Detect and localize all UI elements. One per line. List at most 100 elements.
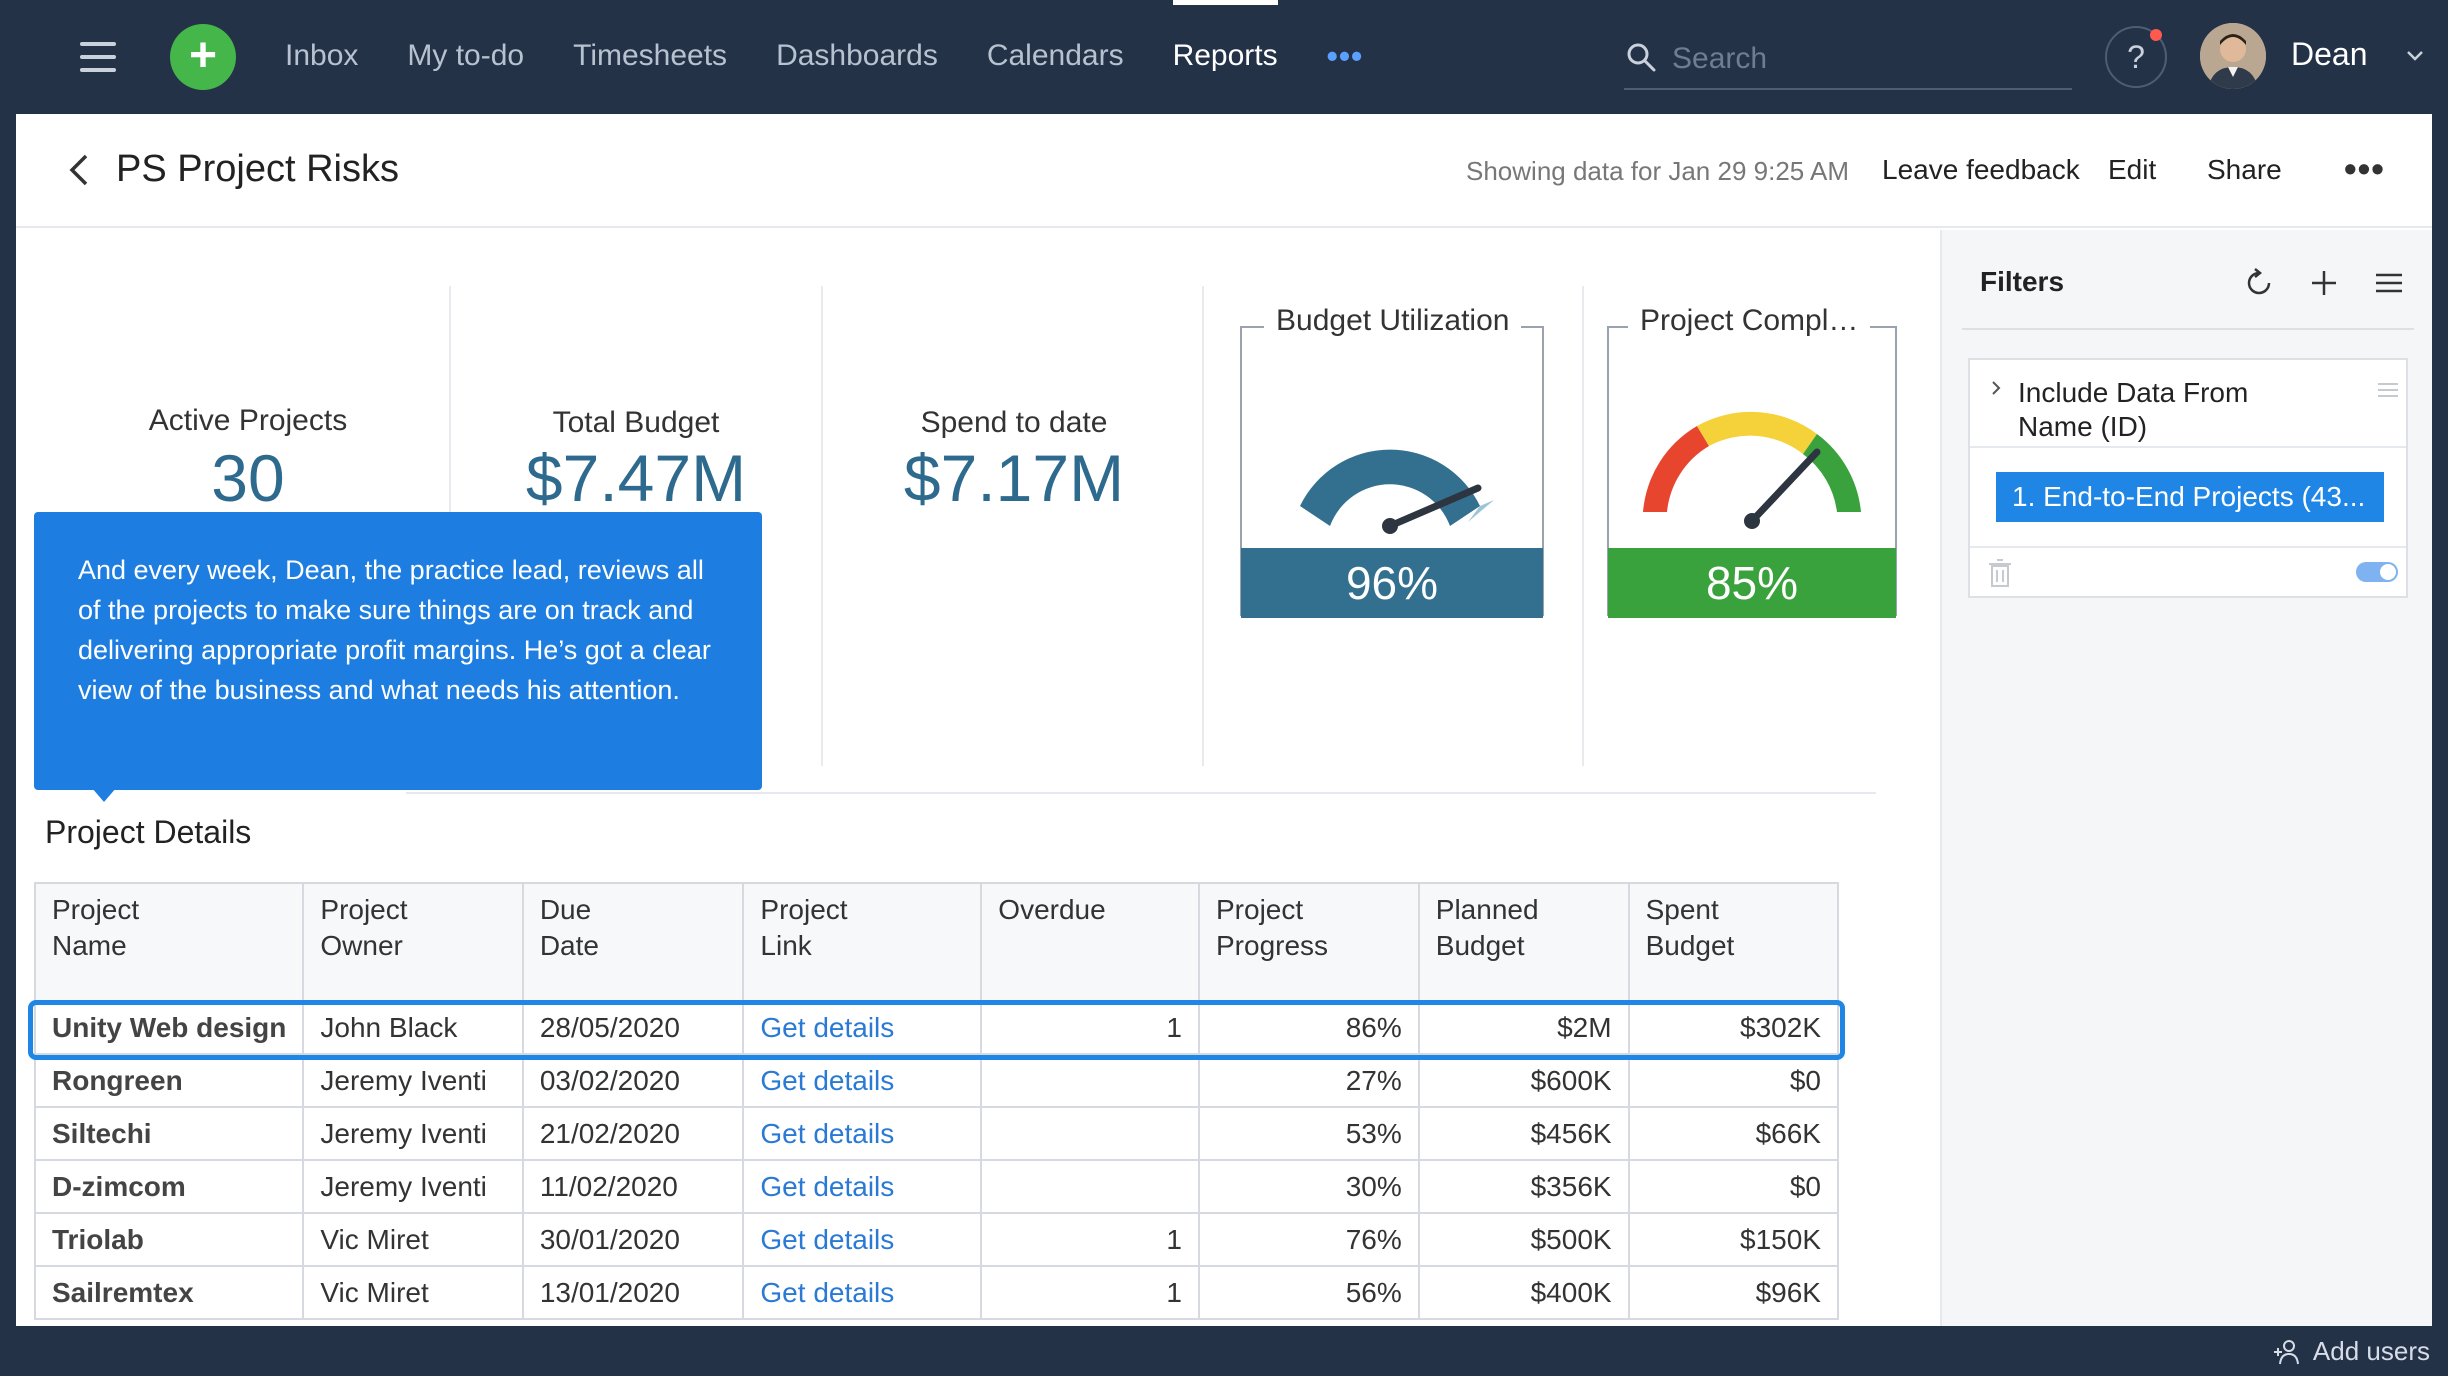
- nav-more-button[interactable]: •••: [1326, 38, 1364, 74]
- project-owner-cell: Vic Miret: [302, 1212, 524, 1267]
- search-input[interactable]: [1672, 38, 2052, 80]
- page-title: PS Project Risks: [116, 148, 399, 190]
- add-users-button[interactable]: Add users: [2271, 1336, 2430, 1367]
- table-row[interactable]: Siltechi Jeremy Iventi 21/02/2020 Get de…: [33, 1106, 1840, 1161]
- project-details-table: Project Name Project Owner Due Date Project…: [33, 882, 1840, 1320]
- filters-divider: [1962, 328, 2414, 330]
- planned-budget-cell: $600K: [1417, 1053, 1630, 1108]
- get-details-link[interactable]: Get details: [742, 1053, 983, 1108]
- filter-card: Include Data From Name (ID) 1. End-to-En…: [1968, 358, 2408, 598]
- filter-card-divider: [1970, 446, 2406, 448]
- walkthrough-tooltip: And every week, Dean, the practice lead,…: [34, 512, 762, 790]
- overdue-cell: 1: [980, 1265, 1200, 1320]
- section-divider: [406, 792, 1876, 794]
- table-row[interactable]: D-zimcom Jeremy Iventi 11/02/2020 Get de…: [33, 1159, 1840, 1214]
- report-header: PS Project Risks Showing data for Jan 29…: [16, 114, 2432, 228]
- filter-enabled-toggle[interactable]: [2356, 562, 2398, 582]
- spent-budget-cell: $96K: [1627, 1265, 1840, 1320]
- filter-menu-icon[interactable]: [2372, 266, 2406, 300]
- main-nav: Inbox My to-do Timesheets Dashboards Cal…: [285, 0, 1412, 114]
- overdue-cell: [980, 1053, 1200, 1108]
- nav-timesheets[interactable]: Timesheets: [573, 39, 728, 72]
- get-details-link[interactable]: Get details: [742, 1265, 983, 1320]
- column-header-due-date[interactable]: Due Date: [521, 882, 745, 1002]
- column-header-overdue[interactable]: Overdue: [980, 882, 1200, 1002]
- menu-icon[interactable]: [80, 42, 116, 72]
- due-date-cell: 30/01/2020: [521, 1212, 745, 1267]
- kpi-divider: [1582, 286, 1584, 766]
- drag-handle-icon[interactable]: [2376, 380, 2400, 400]
- kpi-divider: [1202, 286, 1204, 766]
- nav-calendars[interactable]: Calendars: [986, 39, 1124, 72]
- gauge-green-segment: [1803, 434, 1861, 512]
- leave-feedback-link[interactable]: Leave feedback: [1882, 154, 2080, 185]
- project-owner-cell: Jeremy Iventi: [302, 1053, 524, 1108]
- project-owner-cell: John Black: [302, 1000, 524, 1055]
- user-name[interactable]: Dean: [2291, 36, 2368, 72]
- project-name-cell: Sailremtex: [33, 1265, 305, 1320]
- progress-cell: 27%: [1198, 1053, 1420, 1108]
- project-completion-value: 85%: [1608, 548, 1896, 618]
- get-details-link[interactable]: Get details: [742, 1106, 983, 1161]
- table-row[interactable]: Sailremtex Vic Miret 13/01/2020 Get deta…: [33, 1265, 1840, 1320]
- column-header-planned-budget[interactable]: Planned Budget: [1417, 882, 1630, 1002]
- gauge-needle-hub: [1382, 518, 1398, 534]
- create-new-button[interactable]: +: [170, 24, 236, 90]
- get-details-link[interactable]: Get details: [742, 1159, 983, 1214]
- column-header-project-link[interactable]: Project Link: [742, 882, 983, 1002]
- back-arrow-icon[interactable]: [60, 150, 100, 190]
- progress-cell: 86%: [1198, 1000, 1420, 1055]
- filter-value-chip[interactable]: 1. End-to-End Projects (43...: [1996, 472, 2384, 522]
- overdue-cell: [980, 1106, 1200, 1161]
- get-details-link[interactable]: Get details: [742, 1000, 983, 1055]
- chevron-down-icon[interactable]: [2405, 46, 2425, 66]
- progress-cell: 76%: [1198, 1212, 1420, 1267]
- nav-reports[interactable]: Reports: [1172, 0, 1278, 114]
- share-button[interactable]: Share: [2207, 154, 2282, 185]
- nav-inbox[interactable]: Inbox: [285, 39, 359, 72]
- report-page: PS Project Risks Showing data for Jan 29…: [16, 114, 2432, 1326]
- column-header-project-owner[interactable]: Project Owner: [302, 882, 524, 1002]
- refresh-icon[interactable]: [2242, 266, 2276, 300]
- project-name-cell: Siltechi: [33, 1106, 305, 1161]
- more-options-button[interactable]: •••: [2344, 148, 2385, 189]
- filter-name[interactable]: Include Data From Name (ID): [2018, 377, 2249, 442]
- avatar[interactable]: [2200, 23, 2266, 89]
- search-box: [1624, 30, 2072, 90]
- gauge-arc-remainder: [1468, 500, 1494, 522]
- project-details-title: Project Details: [45, 814, 252, 850]
- project-owner-cell: Jeremy Iventi: [302, 1106, 524, 1161]
- gauge-needle: [1386, 484, 1482, 530]
- nav-my-todo[interactable]: My to-do: [407, 39, 525, 72]
- due-date-cell: 13/01/2020: [521, 1265, 745, 1320]
- total-budget-label: Total Budget: [552, 406, 720, 439]
- chevron-right-icon[interactable]: [1988, 378, 2004, 398]
- filter-card-divider: [1970, 546, 2406, 548]
- spent-budget-cell: $66K: [1627, 1106, 1840, 1161]
- table-row[interactable]: Unity Web design John Black 28/05/2020 G…: [33, 1000, 1840, 1055]
- total-budget-value: $7.47M: [525, 441, 747, 515]
- overdue-cell: 1: [980, 1000, 1200, 1055]
- notification-dot: [2150, 29, 2162, 41]
- project-name-cell: Rongreen: [33, 1053, 305, 1108]
- column-header-spent-budget[interactable]: Spent Budget: [1627, 882, 1840, 1002]
- column-header-project-name[interactable]: Project Name: [33, 882, 305, 1002]
- table-row[interactable]: Triolab Vic Miret 30/01/2020 Get details…: [33, 1212, 1840, 1267]
- spent-budget-cell: $302K: [1627, 1000, 1840, 1055]
- filters-panel: Filters Include Data From Name (ID): [1940, 230, 2432, 1326]
- spent-budget-cell: $0: [1627, 1159, 1840, 1214]
- add-filter-icon[interactable]: [2307, 266, 2341, 300]
- trash-icon[interactable]: [1986, 558, 2014, 588]
- bottom-bar: Add users: [0, 1326, 2448, 1376]
- due-date-cell: 11/02/2020: [521, 1159, 745, 1214]
- gauge-yellow-segment: [1697, 411, 1817, 454]
- edit-button[interactable]: Edit: [2108, 154, 2157, 185]
- nav-dashboards[interactable]: Dashboards: [776, 39, 938, 72]
- column-header-project-progress[interactable]: Project Progress: [1198, 882, 1420, 1002]
- data-timestamp: Showing data for Jan 29 9:25 AM: [1466, 156, 1850, 186]
- get-details-link[interactable]: Get details: [742, 1212, 983, 1267]
- search-icon: [1627, 43, 1656, 72]
- table-row[interactable]: Rongreen Jeremy Iventi 03/02/2020 Get de…: [33, 1053, 1840, 1108]
- gauge-arc: [1300, 449, 1480, 526]
- help-button[interactable]: ?: [2105, 26, 2167, 88]
